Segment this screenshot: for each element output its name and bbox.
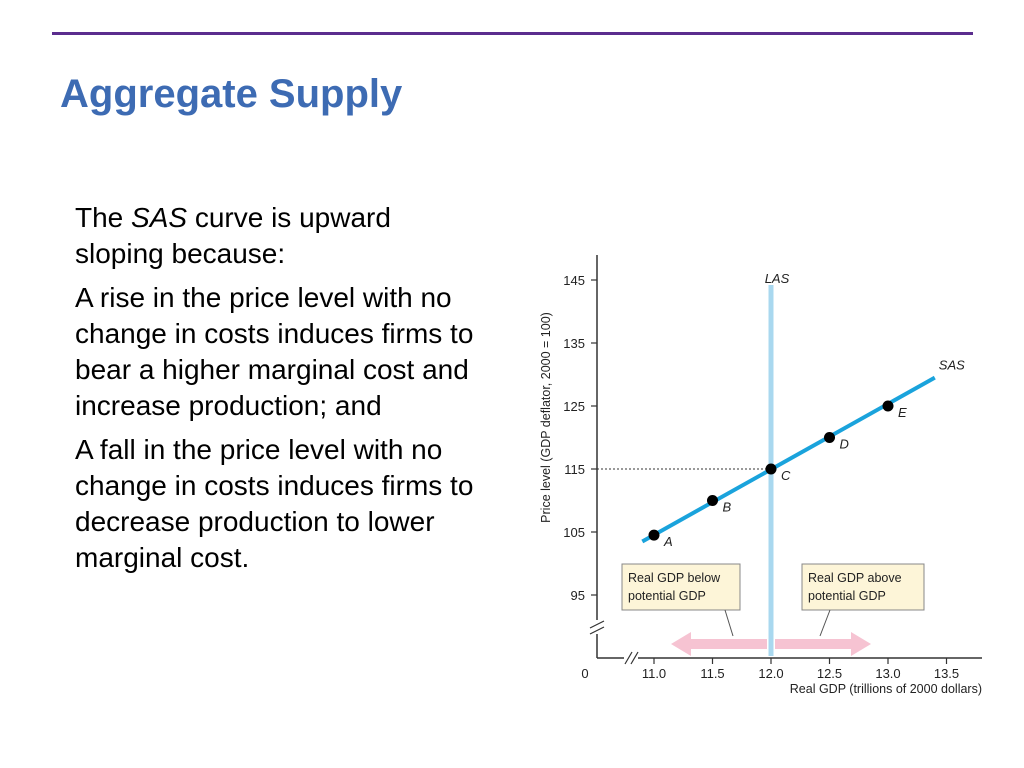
point-e xyxy=(882,400,894,412)
x-tick-label: 13.0 xyxy=(875,666,900,681)
point-b xyxy=(707,495,718,506)
y-tick-label: 145 xyxy=(563,273,585,288)
x-axis-break-gap xyxy=(624,653,638,663)
point-a xyxy=(648,529,660,541)
annotation-box-right xyxy=(801,563,925,611)
price-fall-paragraph: A fall in the price level with no change… xyxy=(75,434,474,573)
x-tick-label: 12.5 xyxy=(817,666,842,681)
slide-title: Aggregate Supply xyxy=(60,72,403,116)
point-d xyxy=(824,432,835,443)
y-tick-label: 105 xyxy=(563,525,585,540)
price-rise-paragraph: A rise in the price level with no change… xyxy=(75,282,474,421)
point-c xyxy=(765,463,777,475)
top-rule xyxy=(52,32,973,35)
y-axis-label: Price level (GDP deflator, 2000 = 100) xyxy=(539,312,553,523)
origin-label: 0 xyxy=(581,666,588,681)
las-label: LAS xyxy=(765,271,790,286)
y-axis-break-mark xyxy=(589,626,605,635)
point-label-e: E xyxy=(898,405,907,420)
y-tick-label: 95 xyxy=(571,588,585,603)
x-axis-break-mark xyxy=(624,651,633,665)
point-label-c: C xyxy=(781,468,791,483)
y-tick-label: 135 xyxy=(563,336,585,351)
arrow-below-potential xyxy=(671,632,767,656)
y-tick-label: 125 xyxy=(563,399,585,414)
sas-label: SAS xyxy=(939,358,965,373)
point-label-b: B xyxy=(723,500,732,515)
point-label-a: A xyxy=(663,534,673,549)
point-label-d: D xyxy=(840,437,849,452)
annotation-text-left: potential GDP xyxy=(628,589,706,603)
x-tick-label: 11.5 xyxy=(700,666,724,681)
annotation-text-left: Real GDP below xyxy=(628,571,721,585)
x-tick-label: 11.0 xyxy=(642,666,666,681)
annotation-text-right: Real GDP above xyxy=(808,571,902,585)
x-tick-label: 12.0 xyxy=(758,666,783,681)
x-tick-label: 13.5 xyxy=(934,666,959,681)
intro-text-sas: SAS xyxy=(131,202,188,233)
x-axis-label: Real GDP (trillions of 2000 dollars) xyxy=(790,682,982,696)
arrow-above-potential xyxy=(775,632,871,656)
aggregate-supply-chart: 95 105 115 125 135 145 11.0 11.5 12.0 12.5 13.0 13.… xyxy=(539,255,982,696)
y-tick-label: 115 xyxy=(564,462,585,477)
intro-text-before: The xyxy=(75,202,132,233)
y-axis-break-mark xyxy=(589,620,605,629)
annotation-box-left xyxy=(621,563,741,611)
annotation-text-right: potential GDP xyxy=(808,589,886,603)
intro-text-after: curve is upward sloping because: xyxy=(75,202,391,269)
body-text: The SAS curve is upward sloping because:… xyxy=(75,200,485,584)
annotation-pointer-left xyxy=(724,609,734,637)
x-axis-break-mark xyxy=(630,651,639,665)
intro-paragraph: The SAS curve is upward sloping because: xyxy=(75,200,485,272)
annotation-pointer-right xyxy=(819,609,831,637)
